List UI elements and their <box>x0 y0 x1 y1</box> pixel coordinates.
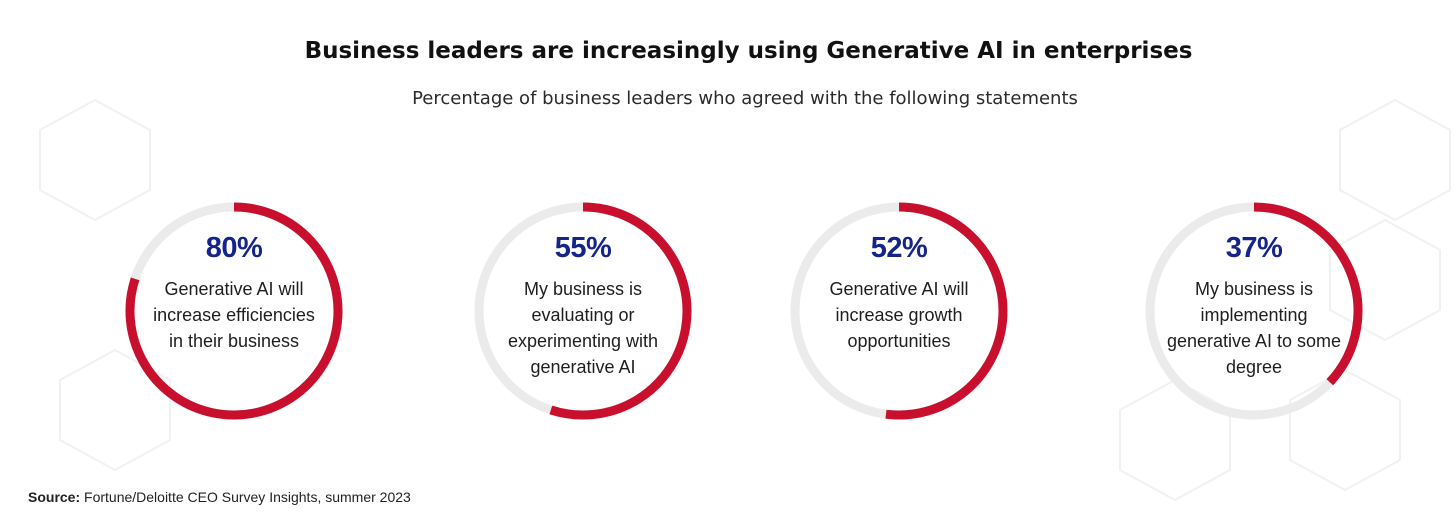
donut-card-efficiencies: 80% Generative AI will increase efficien… <box>123 200 345 422</box>
donut-card-evaluating: 55% My business is evaluating or experim… <box>472 200 694 422</box>
chart-subtitle: Percentage of business leaders who agree… <box>412 88 1078 109</box>
source-note: Source: Fortune/Deloitte CEO Survey Insi… <box>28 489 411 505</box>
donut-card-implementing: 37% My business is implementing generati… <box>1143 200 1365 422</box>
donut-ring-growth <box>790 202 1008 420</box>
donut-value: 37% <box>1225 232 1283 264</box>
donut-ring-efficiencies <box>125 202 343 420</box>
donut-statement: Generative AI will increase growth oppor… <box>829 279 969 351</box>
donut-statement: My business is evaluating or experimenti… <box>507 279 659 377</box>
donut-statement: Generative AI will increase efficiencies… <box>153 279 315 351</box>
donut-arc-52 <box>885 202 1008 420</box>
donut-arc-55 <box>549 202 692 420</box>
donut-statement: My business is implementing generative A… <box>1166 279 1342 377</box>
source-text: Fortune/Deloitte CEO Survey Insights, su… <box>84 489 411 505</box>
donut-arc-37 <box>1253 202 1363 386</box>
chart-title: Business leaders are increasingly using … <box>304 38 1193 64</box>
donut-card-growth: 52% Generative AI will increase growth o… <box>788 200 1010 422</box>
donut-ring-evaluating <box>474 202 692 420</box>
donut-arc-80 <box>125 202 343 420</box>
donut-value: 55% <box>554 232 612 264</box>
source-label: Source: <box>28 489 81 505</box>
donut-value: 80% <box>205 232 263 264</box>
donut-value: 52% <box>870 232 928 264</box>
donut-ring-implementing <box>1145 202 1363 420</box>
